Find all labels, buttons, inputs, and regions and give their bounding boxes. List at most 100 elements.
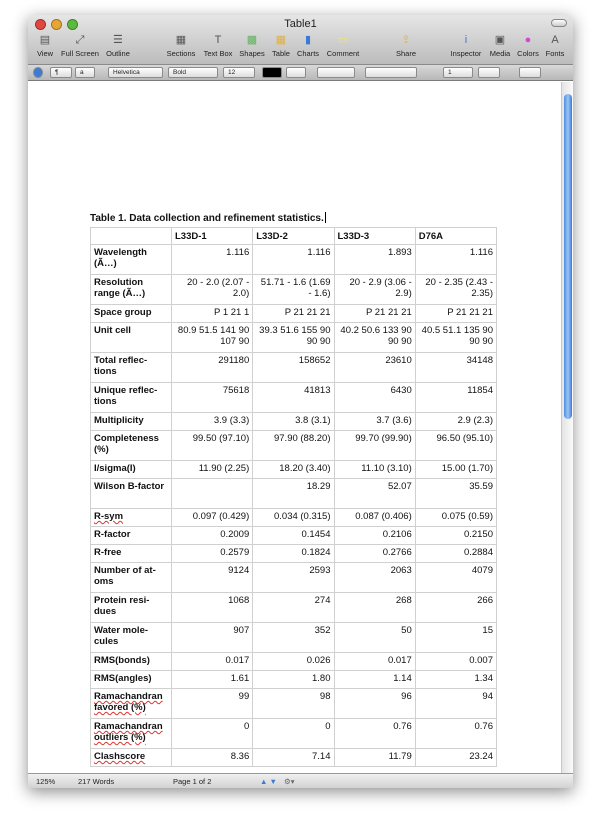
table-cell[interactable]: 9124	[170, 562, 254, 593]
table-cell[interactable]: 40.5 51.1 135 90 90 90	[414, 322, 498, 353]
toolbar-toggle-button[interactable]	[551, 19, 567, 27]
toolbar-inspector-button[interactable]: i Inspector	[451, 32, 482, 58]
row-label[interactable]: I/sigma(I)	[90, 460, 172, 479]
table-cell[interactable]: 3.8 (3.1)	[252, 412, 335, 431]
table-cell[interactable]: 1.116	[414, 244, 498, 275]
column-header[interactable]: L33D-1	[170, 227, 254, 245]
toolbar-text-box-button[interactable]: T Text Box	[204, 32, 233, 58]
table-cell[interactable]: 352	[252, 622, 335, 653]
toolbar-view-button[interactable]: ▤ View	[37, 32, 53, 58]
table-cell[interactable]: 0.007	[414, 652, 498, 671]
table-cell[interactable]: 907	[170, 622, 254, 653]
table-cell[interactable]: 2063	[333, 562, 416, 593]
font-family-select[interactable]: Helvetica	[108, 67, 163, 78]
table-cell[interactable]: 99.50 (97.10)	[170, 430, 254, 461]
table-cell[interactable]: 1.34	[414, 670, 498, 689]
row-label[interactable]: Total reflec-tions	[90, 352, 172, 383]
table-cell[interactable]	[170, 478, 254, 509]
row-label[interactable]: Resolution range (Ã…)	[90, 274, 172, 305]
table-cell[interactable]: 11.90 (2.25)	[170, 460, 254, 479]
table-cell[interactable]: 18.20 (3.40)	[252, 460, 335, 479]
gear-icon[interactable]: ⚙▾	[284, 777, 295, 786]
row-label[interactable]: Water mole-cules	[90, 622, 172, 653]
document-page[interactable]: Table 1. Data collection and refinement …	[28, 82, 561, 773]
line-spacing-select[interactable]: 1	[443, 67, 473, 78]
row-label[interactable]: Unique reflec-tions	[90, 382, 172, 413]
table-cell[interactable]: 41813	[252, 382, 335, 413]
table-cell[interactable]: 268	[333, 592, 416, 623]
table-cell[interactable]: 0.76	[414, 718, 498, 749]
table-cell[interactable]: 0.2009	[170, 526, 254, 545]
toolbar-fonts-button[interactable]: A Fonts	[546, 32, 565, 58]
column-header[interactable]	[90, 227, 172, 245]
table-cell[interactable]: 98	[252, 688, 335, 719]
highlight-color-well[interactable]	[286, 67, 306, 78]
invisibles-icon[interactable]	[33, 67, 43, 78]
table-cell[interactable]: P 1 21 1	[170, 304, 254, 323]
table-cell[interactable]: 0	[170, 718, 254, 749]
table-cell[interactable]: P 21 21 21	[414, 304, 498, 323]
table-cell[interactable]: 2593	[252, 562, 335, 593]
toolbar-shapes-button[interactable]: ▩ Shapes	[239, 32, 264, 58]
character-style-select[interactable]: a	[75, 67, 95, 78]
list-style-select[interactable]	[519, 67, 541, 78]
row-label[interactable]: R-free	[90, 544, 172, 563]
table-cell[interactable]: 0.2884	[414, 544, 498, 563]
table-cell[interactable]: 0.017	[333, 652, 416, 671]
table-cell[interactable]: 39.3 51.6 155 90 90 90	[252, 322, 335, 353]
table-cell[interactable]: 23610	[333, 352, 416, 383]
table-cell[interactable]: 20 - 2.0 (2.07 - 2.0)	[170, 274, 254, 305]
toolbar-share-button[interactable]: ⇪ Share	[396, 32, 416, 58]
table-cell[interactable]: 52.07	[333, 478, 416, 509]
table-cell[interactable]: 20 - 2.35 (2.43 - 2.35)	[414, 274, 498, 305]
table-cell[interactable]: 7.14	[252, 748, 335, 767]
row-label[interactable]: R-factor	[90, 526, 172, 545]
scroll-thumb[interactable]	[564, 94, 572, 419]
table-cell[interactable]: 35.59	[414, 478, 498, 509]
table-cell[interactable]: 80.9 51.5 141 90 107 90	[170, 322, 254, 353]
table-cell[interactable]: 274	[252, 592, 335, 623]
table-cell[interactable]: 75618	[170, 382, 254, 413]
alignment-buttons[interactable]	[365, 67, 417, 78]
table-cell[interactable]: 0.2106	[333, 526, 416, 545]
table-cell[interactable]: 15.00 (1.70)	[414, 460, 498, 479]
table-cell[interactable]: 0.1824	[252, 544, 335, 563]
column-header[interactable]: L33D-3	[333, 227, 416, 245]
data-table[interactable]: L33D-1 L33D-2 L33D-3 D76A Wavelength (Ã…) 1.1…	[90, 227, 498, 767]
zoom-button[interactable]	[67, 19, 78, 30]
column-header[interactable]: D76A	[414, 227, 498, 245]
row-label[interactable]: Multiplicity	[90, 412, 172, 431]
row-label[interactable]: RMS(angles)	[90, 670, 172, 689]
table-cell[interactable]: 23.24	[414, 748, 498, 767]
table-cell[interactable]: 1.116	[170, 244, 254, 275]
row-label[interactable]: Wavelength (Ã…)	[90, 244, 172, 275]
close-button[interactable]	[35, 19, 46, 30]
row-label[interactable]: Unit cell	[90, 322, 172, 353]
row-label[interactable]: Ramachandran outliers (%)	[90, 718, 172, 749]
page-navigation-arrows-icon[interactable]: ▲ ▼	[260, 777, 277, 786]
table-cell[interactable]: 0.76	[333, 718, 416, 749]
font-size-field[interactable]: 12	[223, 67, 255, 78]
table-cell[interactable]: 6430	[333, 382, 416, 413]
row-label[interactable]: R-sym	[90, 508, 172, 527]
table-cell[interactable]: 34148	[414, 352, 498, 383]
toolbar-colors-button[interactable]: ● Colors	[517, 32, 539, 58]
table-cell[interactable]: 20 - 2.9 (3.06 - 2.9)	[333, 274, 416, 305]
table-cell[interactable]: 94	[414, 688, 498, 719]
font-style-select[interactable]: Bold	[168, 67, 218, 78]
minimize-button[interactable]	[51, 19, 62, 30]
table-cell[interactable]: 18.29	[252, 478, 335, 509]
table-cell[interactable]: 50	[333, 622, 416, 653]
table-cell[interactable]: 40.2 50.6 133 90 90 90	[333, 322, 416, 353]
row-label[interactable]: RMS(bonds)	[90, 652, 172, 671]
table-cell[interactable]: 1068	[170, 592, 254, 623]
row-label[interactable]: Number of at-oms	[90, 562, 172, 593]
table-cell[interactable]: 51.71 - 1.6 (1.69 - 1.6)	[252, 274, 335, 305]
table-cell[interactable]: 266	[414, 592, 498, 623]
table-cell[interactable]: 4079	[414, 562, 498, 593]
table-cell[interactable]: 0.017	[170, 652, 254, 671]
table-cell[interactable]: P 21 21 21	[333, 304, 416, 323]
table-cell[interactable]: 11.79	[333, 748, 416, 767]
table-cell[interactable]: 0.2766	[333, 544, 416, 563]
table-cell[interactable]: 158652	[252, 352, 335, 383]
